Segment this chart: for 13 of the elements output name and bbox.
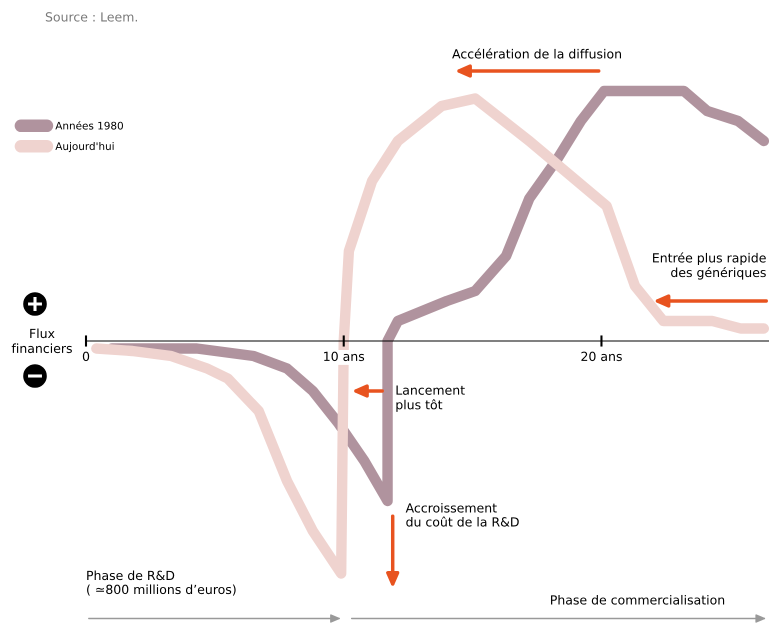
legend-label: Aujourd'hui — [55, 142, 114, 152]
annotation: Accroissement du coût de la R&D — [406, 502, 519, 527]
legend-label: Années 1980 — [55, 121, 123, 130]
x-tick-label: 20 ans — [581, 352, 622, 362]
text: Accélération de la diffusion — [452, 48, 621, 59]
x-tick-label: 0 — [82, 352, 90, 362]
source-note: Source : Leem. — [46, 12, 138, 22]
annotation: Lancement plus tôt — [396, 386, 465, 412]
x-tick-label: 10 ans — [324, 352, 364, 362]
y-axis-title: Flux financiers — [12, 328, 72, 354]
annotation: Phase de R&D ( ≃800 millions d’euros) — [87, 570, 236, 596]
annotation: Entrée plus rapide des génériques — [653, 252, 766, 280]
text: Phase de commercialisation — [551, 594, 724, 605]
